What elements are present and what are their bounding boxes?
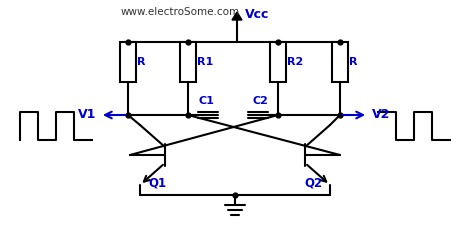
Bar [120, 42, 136, 82]
Text: V2: V2 [372, 108, 391, 121]
Text: Vcc: Vcc [245, 8, 269, 22]
Bar [332, 42, 348, 82]
Text: C1: C1 [198, 96, 214, 106]
Text: Q2: Q2 [304, 176, 322, 189]
Text: C2: C2 [252, 96, 268, 106]
Text: Q1: Q1 [148, 176, 166, 189]
Bar [270, 42, 286, 82]
Text: www.electroSome.com: www.electroSome.com [120, 7, 239, 17]
Text: R: R [349, 57, 357, 67]
Text: R2: R2 [287, 57, 303, 67]
Text: V1: V1 [78, 108, 96, 121]
Polygon shape [232, 12, 242, 20]
Text: R: R [137, 57, 146, 67]
Bar [180, 42, 196, 82]
Text: R1: R1 [197, 57, 213, 67]
